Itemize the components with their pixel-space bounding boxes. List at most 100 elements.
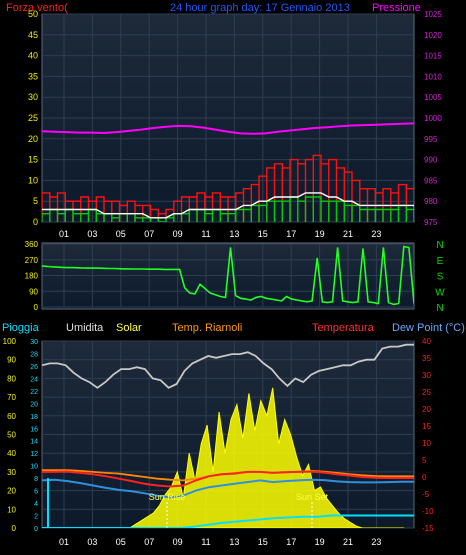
x-tick-label: 07	[144, 229, 154, 239]
compass-label: N	[436, 240, 443, 251]
y-inner-tick-label: 14	[30, 439, 38, 446]
y-right-tick-label: 980	[424, 197, 438, 206]
y-right-tick-label: 985	[424, 176, 438, 185]
y-tick-label: 270	[25, 256, 39, 265]
y-tick-label: 70	[7, 393, 16, 402]
temperature-right-axis: 40 35 30 25 20 15 10 5 0 -5 -10 -15	[422, 337, 434, 533]
y-inner-tick-label: 16	[30, 426, 38, 433]
x-tick-label: 01	[59, 229, 69, 239]
y-right-tick-label: -15	[422, 524, 434, 533]
y-inner-tick-label: 0	[34, 526, 38, 533]
y-inner-tick-label: 4	[34, 501, 38, 508]
climate-series	[42, 343, 414, 528]
series-humidity	[42, 343, 414, 389]
series-rain	[42, 514, 414, 528]
y-right-tick-label: 975	[424, 218, 438, 227]
y-right-tick-label: 995	[424, 135, 438, 144]
direction-series	[42, 245, 414, 306]
wind-grid	[42, 13, 414, 223]
y-tick-label: 100	[3, 337, 17, 346]
legend-heat-index: Temp. Riarnoli	[172, 322, 242, 334]
y-tick-label: 50	[28, 9, 38, 19]
y-tick-label: 90	[29, 287, 38, 296]
y-right-tick-label: -5	[422, 490, 430, 499]
y-tick-label: 45	[28, 30, 38, 40]
y-inner-tick-label: 24	[30, 376, 38, 383]
climate-x-axis: 01 03 05 07 09 11 13 15 17 19 21 23	[59, 537, 381, 547]
legend-solar: Solar	[116, 322, 142, 334]
y-inner-tick-label: 12	[30, 451, 38, 458]
x-tick-label: 17	[286, 229, 296, 239]
y-inner-tick-label: 20	[30, 401, 38, 408]
y-tick-label: 25	[28, 113, 38, 123]
x-tick-label: 03	[87, 229, 97, 239]
wind-series	[42, 122, 414, 222]
y-inner-tick-label: 2	[34, 514, 38, 521]
series-gust	[42, 154, 414, 222]
header-right-label: Pressione	[372, 2, 421, 14]
series-solar	[52, 387, 404, 528]
y-right-tick-label: 1015	[424, 52, 442, 61]
x-tick-label: 15	[258, 229, 268, 239]
y-tick-label: 180	[25, 272, 39, 281]
y-right-tick-label: 1020	[424, 31, 442, 40]
y-right-tick-label: 1010	[424, 72, 442, 81]
compass-label: S	[437, 272, 444, 283]
y-inner-tick-label: 22	[30, 389, 38, 396]
x-tick-label: 09	[173, 229, 183, 239]
compass-label: N	[436, 303, 443, 314]
direction-grid	[42, 243, 414, 308]
y-right-tick-label: 15	[422, 422, 431, 431]
legend-dew-point: Dew Point (°C)	[392, 322, 465, 334]
x-tick-label: 17	[286, 537, 296, 547]
x-tick-label: 07	[144, 537, 154, 547]
y-right-tick-label: 10	[422, 439, 431, 448]
x-tick-label: 21	[343, 537, 353, 547]
y-tick-label: 0	[12, 524, 17, 533]
x-tick-label: 19	[315, 537, 325, 547]
y-inner-tick-label: 28	[30, 351, 38, 358]
y-right-tick-label: -10	[422, 507, 434, 516]
y-inner-tick-label: 30	[30, 339, 38, 346]
compass-label: E	[437, 256, 444, 267]
y-right-tick-label: 1000	[424, 114, 442, 123]
y-tick-label: 50	[7, 431, 16, 440]
y-tick-label: 35	[28, 71, 38, 81]
climate-legend: Pioggia Umidita Solar Temp. Riarnoli Tem…	[2, 322, 465, 334]
sun-annotations: Sun Rise Sun Set	[149, 492, 329, 528]
direction-left-axis: 0 90 180 270 360	[25, 240, 39, 312]
y-tick-label: 5	[33, 196, 38, 206]
x-tick-label: 11	[201, 229, 210, 239]
pressure-right-axis: 975 980 985 990 995 1000 1005 1010 1015 1020 1025	[424, 10, 442, 227]
x-tick-label: 13	[229, 229, 239, 239]
x-tick-label: 09	[173, 537, 183, 547]
x-tick-label: 11	[201, 537, 210, 547]
x-tick-label: 23	[371, 229, 381, 239]
y-tick-label: 80	[7, 374, 16, 383]
y-inner-tick-label: 10	[30, 464, 38, 471]
y-tick-label: 0	[33, 217, 38, 227]
legend-humidity: Umidita	[66, 322, 104, 334]
series-direction	[42, 245, 414, 306]
y-right-tick-label: 990	[424, 156, 438, 165]
legend-temperature: Temperatura	[312, 322, 375, 334]
y-right-tick-label: 35	[422, 354, 431, 363]
series-temperature	[42, 470, 414, 488]
header-left-label: Forza vento(	[6, 2, 68, 14]
y-tick-label: 90	[7, 356, 16, 365]
y-tick-label: 30	[7, 468, 16, 477]
y-tick-label: 40	[7, 449, 16, 458]
y-inner-tick-label: 6	[34, 489, 38, 496]
x-tick-label: 15	[258, 537, 268, 547]
x-tick-label: 03	[87, 537, 97, 547]
header-title: 24 hour graph day: 17 Gennaio 2013	[170, 2, 350, 14]
x-tick-label: 21	[343, 229, 353, 239]
y-inner-tick-label: 18	[30, 414, 38, 421]
x-tick-label: 05	[116, 229, 126, 239]
humidity-left-axis: 0 10 20 30 40 50 60 70 80 90 100	[3, 337, 17, 533]
sun-set-label: Sun Set	[296, 492, 329, 502]
x-tick-label: 01	[59, 537, 69, 547]
